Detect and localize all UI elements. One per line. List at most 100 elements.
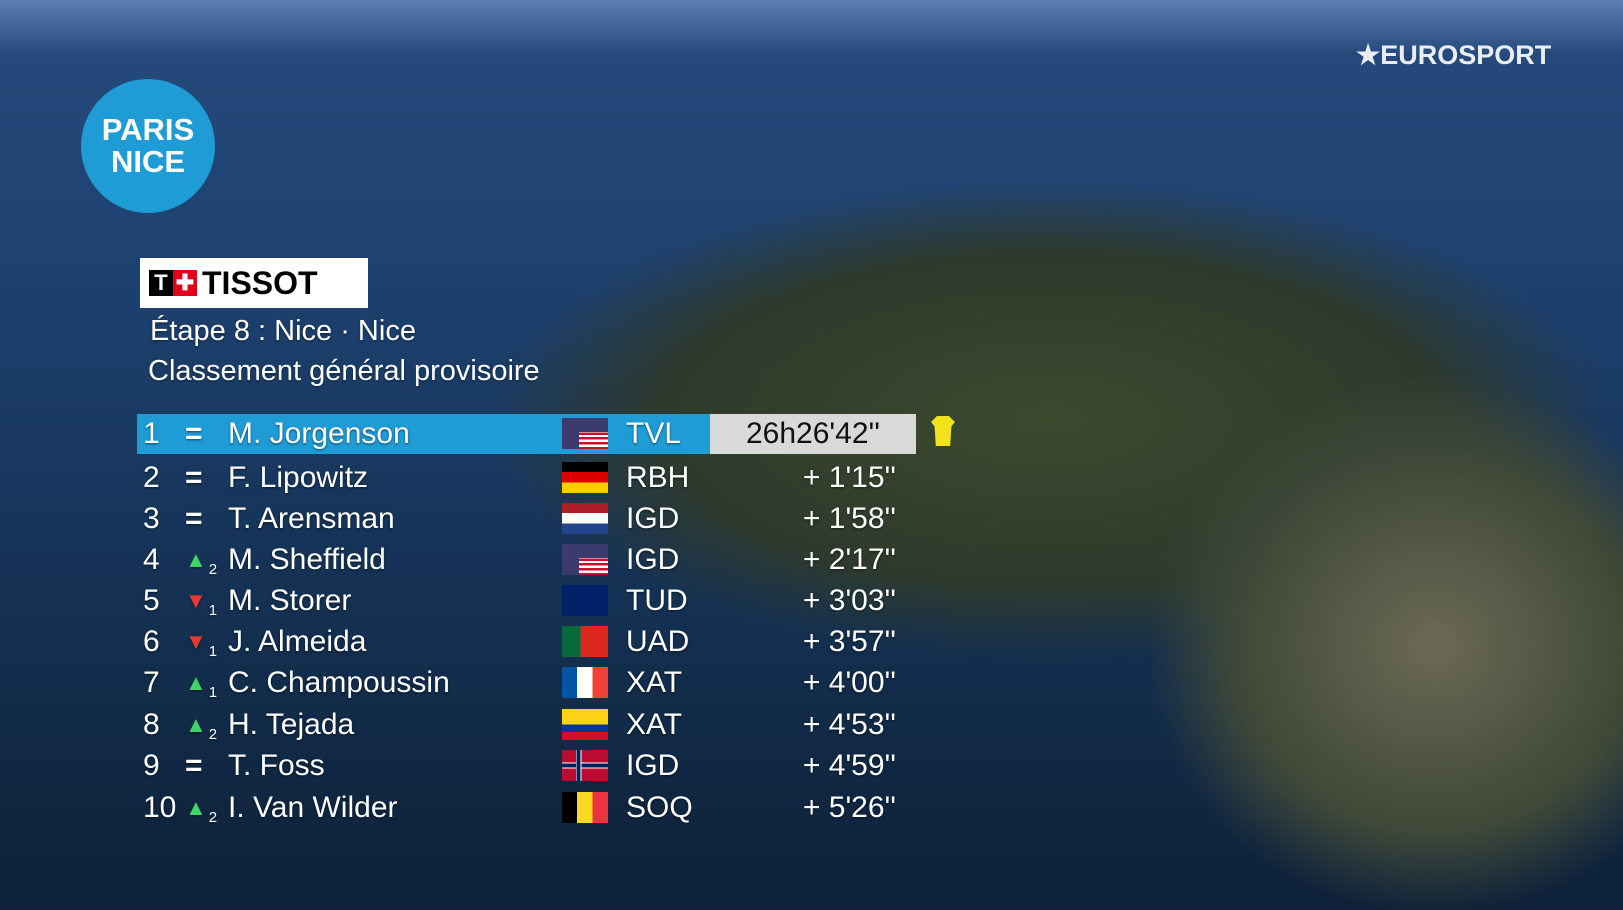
- team-code: XAT: [626, 708, 683, 741]
- standings-row: 8 ▲ 2 H. Tejada XAT + 4'53'': [137, 705, 916, 745]
- no-change-icon: =: [185, 417, 203, 450]
- flag-usa-icon: [562, 544, 608, 575]
- time-gap: + 3'03'': [802, 584, 896, 617]
- standings-row: 2 = F. Lipowitz RBH + 1'15'': [137, 458, 916, 498]
- logo-text-nice: NICE: [110, 144, 186, 179]
- rider-name: M. Jorgenson: [228, 417, 410, 450]
- no-change-icon: =: [185, 461, 203, 494]
- team-code: UAD: [626, 625, 690, 658]
- logo-text-paris: PARIS: [101, 112, 195, 147]
- change-amount: 1: [208, 683, 218, 701]
- rank: 6: [143, 625, 160, 658]
- time-gap: + 4'59'': [802, 749, 896, 782]
- position-change: =: [185, 414, 225, 454]
- flag-portugal-icon: [562, 626, 608, 657]
- paris-nice-logo: PARIS NICE: [81, 79, 215, 213]
- flag-netherlands-icon: [562, 503, 608, 534]
- leader-time: 26h26'42'': [710, 414, 916, 454]
- team-code: SOQ: [626, 791, 693, 824]
- eurosport-logo: ★EUROSPORT: [1356, 40, 1551, 71]
- flag-colombia-icon: [562, 709, 608, 740]
- team-code: RBH: [626, 461, 690, 494]
- arrow-down-icon: ▼: [185, 588, 207, 613]
- rank: 7: [143, 666, 160, 699]
- change-amount: 2: [208, 808, 218, 826]
- arrow-up-icon: ▲: [185, 712, 207, 737]
- position-change: ▲ 2: [185, 705, 225, 745]
- rank: 1: [143, 417, 160, 450]
- flag-france-icon: [562, 667, 608, 698]
- flag-usa-icon: [562, 418, 608, 449]
- position-change: =: [185, 499, 225, 539]
- team-code: TUD: [626, 584, 688, 617]
- standings-row: 4 ▲ 2 M. Sheffield IGD + 2'17'': [137, 540, 916, 580]
- arrow-down-icon: ▼: [185, 629, 207, 654]
- no-change-icon: =: [185, 502, 203, 535]
- change-amount: 1: [208, 601, 218, 619]
- tissot-text: TISSOT: [202, 264, 318, 301]
- standings-row: 9 = T. Foss IGD + 4'59'': [137, 746, 916, 786]
- rank: 4: [143, 543, 160, 576]
- rider-name: T. Foss: [228, 749, 325, 782]
- yellow-jersey-icon: [931, 416, 955, 446]
- rank: 9: [143, 749, 160, 782]
- position-change: ▼ 1: [185, 622, 225, 662]
- arrow-up-icon: ▲: [185, 795, 207, 820]
- standings-row: 3 = T. Arensman IGD + 1'58'': [137, 499, 916, 539]
- tissot-logo: T ✚ TISSOT: [140, 258, 368, 308]
- classification-title: Classement général provisoire: [148, 355, 540, 387]
- rider-name: I. Van Wilder: [228, 791, 398, 824]
- time-gap: + 1'58'': [802, 502, 896, 535]
- rank: 10: [143, 791, 177, 824]
- rider-name: M. Sheffield: [228, 543, 386, 576]
- eurosport-text: EUROSPORT: [1380, 40, 1552, 70]
- background-coastline: [1150, 380, 1623, 910]
- standings-row: 7 ▲ 1 C. Champoussin XAT + 4'00'': [137, 663, 916, 703]
- position-change: =: [185, 458, 225, 498]
- rider-name: T. Arensman: [228, 502, 395, 535]
- position-change: =: [185, 746, 225, 786]
- rank: 3: [143, 502, 160, 535]
- arrow-up-icon: ▲: [185, 670, 207, 695]
- time-gap: + 3'57'': [802, 625, 896, 658]
- position-change: ▼ 1: [185, 581, 225, 621]
- time-gap: + 1'15'': [802, 461, 896, 494]
- swiss-cross-icon: ✚: [173, 270, 197, 296]
- team-code: TVL: [626, 417, 682, 450]
- flag-norway-icon: [562, 750, 608, 781]
- standings-row: 1 = M. Jorgenson TVL 26h26'42'': [137, 414, 916, 454]
- rank: 2: [143, 461, 160, 494]
- rider-name: H. Tejada: [228, 708, 355, 741]
- standings-row: 6 ▼ 1 J. Almeida UAD + 3'57'': [137, 622, 916, 662]
- time-gap: + 4'53'': [802, 708, 896, 741]
- standings-row: 10 ▲ 2 I. Van Wilder SOQ + 5'26'': [137, 788, 916, 828]
- change-amount: 1: [208, 642, 218, 660]
- change-amount: 2: [208, 560, 218, 578]
- rank: 8: [143, 708, 160, 741]
- time-gap: + 5'26'': [802, 791, 896, 824]
- rider-name: C. Champoussin: [228, 666, 450, 699]
- flag-australia-icon: [562, 585, 608, 616]
- team-code: IGD: [626, 749, 680, 782]
- rider-name: J. Almeida: [228, 625, 367, 658]
- team-code: IGD: [626, 543, 680, 576]
- position-change: ▲ 2: [185, 788, 225, 828]
- team-code: XAT: [626, 666, 683, 699]
- flag-belgium-icon: [562, 792, 608, 823]
- rank: 5: [143, 584, 160, 617]
- change-amount: 2: [208, 725, 218, 743]
- flag-germany-icon: [562, 462, 608, 493]
- no-change-icon: =: [185, 749, 203, 782]
- time-gap: + 4'00'': [802, 666, 896, 699]
- position-change: ▲ 2: [185, 540, 225, 580]
- rider-name: F. Lipowitz: [228, 461, 369, 494]
- team-code: IGD: [626, 502, 680, 535]
- time-gap: + 2'17'': [802, 543, 896, 576]
- position-change: ▲ 1: [185, 663, 225, 703]
- stage-title: Étape 8 : Nice · Nice: [150, 315, 416, 347]
- arrow-up-icon: ▲: [185, 547, 207, 572]
- rider-name: M. Storer: [228, 584, 352, 617]
- standings-row: 5 ▼ 1 M. Storer TUD + 3'03'': [137, 581, 916, 621]
- tissot-t-icon: T: [149, 270, 173, 296]
- star-icon: ★: [1356, 40, 1381, 70]
